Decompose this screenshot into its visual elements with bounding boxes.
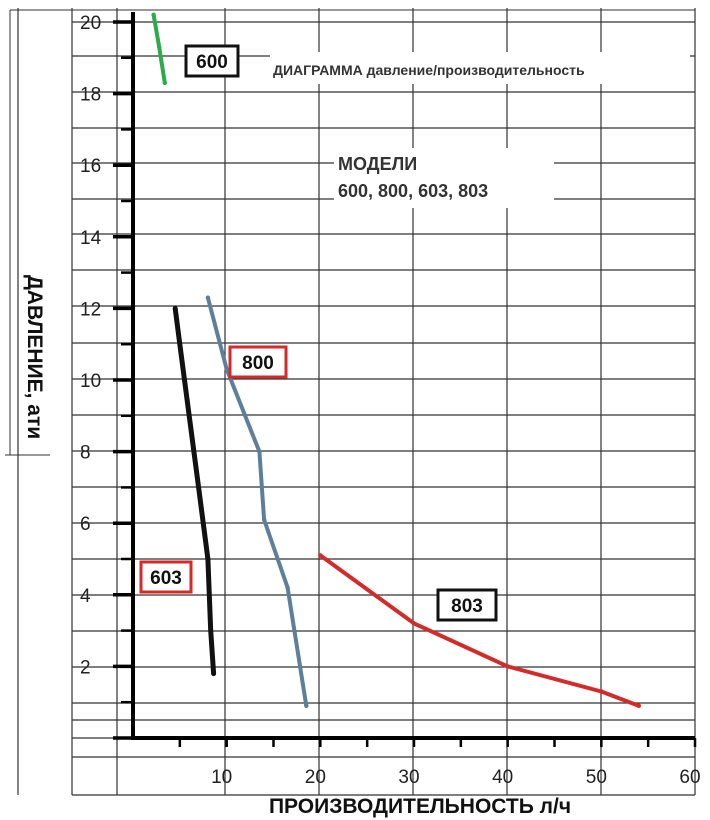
- data-point-600: [162, 80, 168, 86]
- data-point-800: [205, 295, 211, 300]
- y-tick-label: 18: [80, 85, 101, 106]
- series-layer: [151, 12, 641, 708]
- axis-layer: [113, 12, 697, 747]
- data-point-800: [304, 703, 309, 708]
- x-tick-label: 20: [305, 767, 326, 788]
- y-tick-label: 6: [80, 514, 91, 535]
- model-label-box-803: [436, 588, 498, 622]
- title-background: [270, 52, 690, 84]
- models-annotation-line: 600, 800, 603, 803: [338, 181, 488, 201]
- chart-title: ДИАГРАММА давление/производительность: [273, 62, 585, 78]
- data-point-800: [261, 517, 267, 522]
- model-label-803: 803: [451, 596, 483, 617]
- x-tick-label: 30: [398, 767, 419, 788]
- x-axis-title: ПРОИЗВОДИТЕЛЬНОСТЬ л/ч: [269, 795, 571, 818]
- data-point-803: [599, 689, 604, 694]
- data-point-603: [187, 413, 192, 418]
- series-line-800: [205, 295, 309, 708]
- x-tick-label: 60: [679, 767, 700, 788]
- annotation-background: [334, 148, 554, 208]
- data-point-603: [205, 556, 211, 562]
- y-tick-label: 8: [80, 443, 91, 464]
- model-label-box-600: [184, 44, 240, 78]
- data-point-803: [636, 703, 641, 708]
- model-label-800: 800: [242, 353, 274, 374]
- data-point-800: [224, 367, 229, 372]
- y-tick-label: 4: [80, 586, 91, 607]
- data-point-800: [285, 585, 290, 590]
- x-tick-label: 50: [586, 767, 607, 788]
- data-point-603: [211, 671, 216, 676]
- model-label-box-603: [139, 560, 193, 594]
- data-point-803: [411, 621, 417, 626]
- model-label-600: 600: [196, 52, 228, 73]
- data-point-800: [257, 449, 262, 454]
- data-point-600: [151, 12, 156, 18]
- y-tick-label: 12: [80, 299, 101, 320]
- data-point-603: [172, 306, 178, 311]
- y-tick-label: 16: [80, 156, 101, 177]
- data-point-600: [157, 44, 162, 50]
- y-axis-title: ДАВЛЕНИЕ, ати: [23, 275, 46, 439]
- data-point-603: [177, 342, 183, 347]
- y-tick-label: 20: [80, 13, 101, 34]
- x-tick-label: 10: [211, 767, 232, 788]
- y-tick-label: 14: [80, 228, 102, 249]
- data-point-803: [318, 553, 323, 558]
- data-point-603: [208, 628, 213, 633]
- data-point-603: [196, 485, 201, 490]
- y-tick-label: 2: [80, 657, 91, 678]
- x-tick-label: 40: [492, 767, 513, 788]
- text-layer: 2 4 6 8 10 12 14 16 18 20 10 20 30 40 50 60 ПРОИЗВОДИТЕЛ…: [23, 13, 701, 818]
- y-tick-label: 10: [80, 371, 101, 392]
- model-label-box-800: [228, 345, 288, 379]
- model-label-603: 603: [150, 568, 182, 589]
- models-annotation-line: МОДЕЛИ: [338, 154, 417, 174]
- data-point-803: [505, 664, 510, 669]
